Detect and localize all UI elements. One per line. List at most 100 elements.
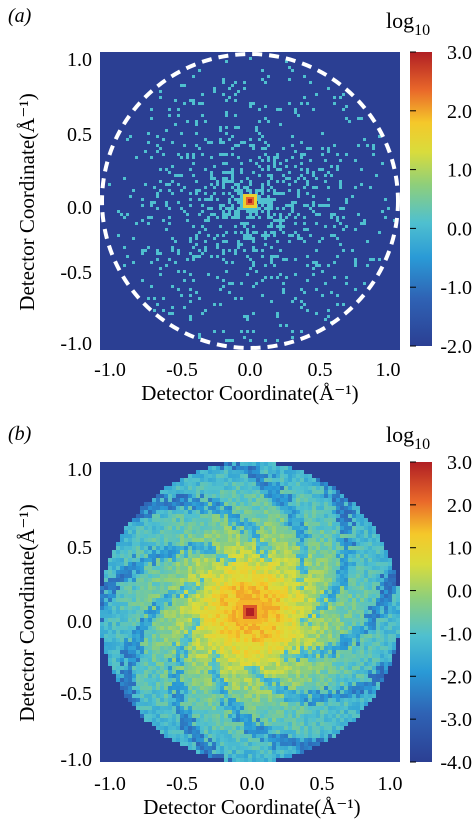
intensity-pixel (284, 682, 288, 686)
intensity-pixel (192, 566, 196, 570)
intensity-pixel (184, 602, 188, 606)
intensity-pixel (184, 634, 188, 638)
intensity-pixel (116, 574, 120, 578)
intensity-pixel (320, 570, 324, 574)
intensity-pixel (200, 666, 204, 670)
intensity-pixel (344, 674, 348, 678)
intensity-pixel (328, 570, 332, 574)
intensity-pixel (236, 630, 240, 634)
intensity-pixel (144, 534, 148, 538)
intensity-pixel (192, 610, 196, 614)
speckle-pixel (237, 183, 240, 186)
intensity-pixel (232, 614, 236, 618)
intensity-pixel (352, 626, 356, 630)
intensity-pixel (280, 570, 284, 574)
speckle-pixel (225, 207, 228, 210)
intensity-pixel (212, 506, 216, 510)
intensity-pixel (344, 610, 348, 614)
intensity-pixel (344, 558, 348, 562)
speckle-pixel (309, 207, 312, 210)
intensity-pixel (164, 538, 168, 542)
intensity-pixel (180, 546, 184, 550)
speckle-pixel (225, 240, 228, 243)
intensity-pixel (228, 582, 232, 586)
speckle-pixel (207, 234, 210, 237)
speckle-pixel (321, 204, 324, 207)
intensity-pixel (304, 570, 308, 574)
intensity-pixel (136, 670, 140, 674)
intensity-pixel (196, 650, 200, 654)
intensity-pixel (172, 618, 176, 622)
intensity-pixel (248, 646, 252, 650)
speckle-pixel (306, 309, 309, 312)
intensity-pixel (368, 586, 372, 590)
intensity-pixel (172, 514, 176, 518)
intensity-pixel (376, 670, 380, 674)
intensity-pixel (176, 614, 180, 618)
intensity-pixel (232, 654, 236, 658)
intensity-pixel (164, 618, 168, 622)
intensity-pixel (256, 682, 260, 686)
intensity-pixel (244, 510, 248, 514)
intensity-pixel (356, 586, 360, 590)
speckle-pixel (264, 147, 267, 150)
intensity-pixel (216, 674, 220, 678)
intensity-pixel (268, 534, 272, 538)
intensity-pixel (324, 630, 328, 634)
speckle-pixel (252, 225, 255, 228)
intensity-pixel (332, 574, 336, 578)
speckle-pixel (234, 99, 237, 102)
intensity-pixel (336, 682, 340, 686)
intensity-pixel (284, 554, 288, 558)
intensity-pixel (228, 626, 232, 630)
speckle-pixel (126, 213, 129, 216)
intensity-pixel (192, 678, 196, 682)
intensity-pixel (296, 658, 300, 662)
intensity-pixel (308, 658, 312, 662)
intensity-pixel (112, 650, 116, 654)
intensity-pixel (228, 686, 232, 690)
intensity-pixel (292, 662, 296, 666)
intensity-pixel (304, 478, 308, 482)
intensity-pixel (120, 658, 124, 662)
intensity-pixel (336, 562, 340, 566)
intensity-pixel (160, 494, 164, 498)
intensity-pixel (216, 662, 220, 666)
intensity-pixel (224, 542, 228, 546)
intensity-pixel (324, 510, 328, 514)
intensity-pixel (228, 462, 232, 466)
intensity-pixel (208, 514, 212, 518)
speckle-pixel (234, 93, 237, 96)
speckle-pixel (204, 240, 207, 243)
intensity-pixel (392, 614, 396, 618)
intensity-pixel (368, 522, 372, 526)
speckle-pixel (276, 108, 279, 111)
speckle-pixel (237, 144, 240, 147)
intensity-pixel (260, 498, 264, 502)
intensity-pixel (144, 670, 148, 674)
intensity-pixel (112, 590, 116, 594)
plot-area (100, 462, 400, 762)
intensity-pixel (256, 550, 260, 554)
intensity-pixel (360, 590, 364, 594)
intensity-pixel (152, 590, 156, 594)
intensity-pixel (116, 542, 120, 546)
intensity-pixel (240, 626, 244, 630)
intensity-pixel (236, 558, 240, 562)
intensity-pixel (184, 558, 188, 562)
intensity-pixel (304, 706, 308, 710)
intensity-pixel (228, 610, 232, 614)
intensity-pixel (184, 706, 188, 710)
intensity-pixel (280, 554, 284, 558)
speckle-pixel (225, 261, 228, 264)
intensity-pixel (316, 582, 320, 586)
speckle-pixel (339, 159, 342, 162)
intensity-pixel (336, 498, 340, 502)
intensity-pixel (208, 506, 212, 510)
intensity-pixel (168, 634, 172, 638)
intensity-pixel (340, 494, 344, 498)
intensity-pixel (224, 686, 228, 690)
intensity-pixel (152, 710, 156, 714)
intensity-pixel (232, 466, 236, 470)
intensity-pixel (256, 706, 260, 710)
